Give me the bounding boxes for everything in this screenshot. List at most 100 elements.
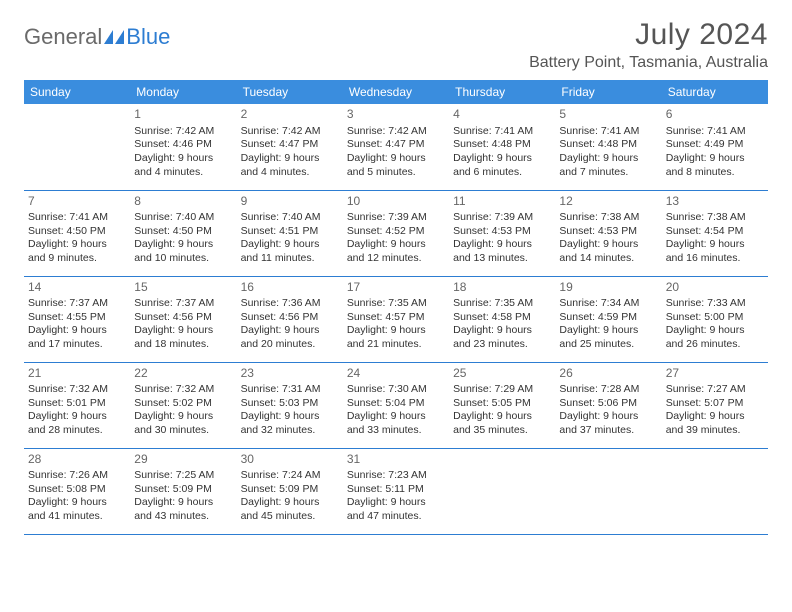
daylight-line: Daylight: 9 hours and 17 minutes. xyxy=(28,324,126,351)
calendar-day-cell xyxy=(662,448,768,534)
calendar-day-cell: 20Sunrise: 7:33 AMSunset: 5:00 PMDayligh… xyxy=(662,276,768,362)
sunset-line: Sunset: 4:48 PM xyxy=(559,138,657,152)
calendar-day-cell: 2Sunrise: 7:42 AMSunset: 4:47 PMDaylight… xyxy=(237,104,343,190)
sunset-line: Sunset: 4:47 PM xyxy=(241,138,339,152)
day-number: 16 xyxy=(241,280,339,296)
sunset-line: Sunset: 4:59 PM xyxy=(559,311,657,325)
calendar-day-cell: 21Sunrise: 7:32 AMSunset: 5:01 PMDayligh… xyxy=(24,362,130,448)
calendar-day-cell: 19Sunrise: 7:34 AMSunset: 4:59 PMDayligh… xyxy=(555,276,661,362)
calendar-day-cell: 14Sunrise: 7:37 AMSunset: 4:55 PMDayligh… xyxy=(24,276,130,362)
daylight-line: Daylight: 9 hours and 18 minutes. xyxy=(134,324,232,351)
sunrise-line: Sunrise: 7:41 AM xyxy=(559,125,657,139)
daylight-line: Daylight: 9 hours and 28 minutes. xyxy=(28,410,126,437)
day-number: 15 xyxy=(134,280,232,296)
day-number: 23 xyxy=(241,366,339,382)
daylight-line: Daylight: 9 hours and 6 minutes. xyxy=(453,152,551,179)
sunset-line: Sunset: 5:11 PM xyxy=(347,483,445,497)
day-number: 6 xyxy=(666,107,764,123)
day-number: 29 xyxy=(134,452,232,468)
calendar-day-cell: 24Sunrise: 7:30 AMSunset: 5:04 PMDayligh… xyxy=(343,362,449,448)
calendar-day-cell xyxy=(449,448,555,534)
sunrise-line: Sunrise: 7:24 AM xyxy=(241,469,339,483)
weekday-header: Saturday xyxy=(662,80,768,104)
day-number: 7 xyxy=(28,194,126,210)
brand-part2: Blue xyxy=(126,24,170,50)
sunset-line: Sunset: 4:54 PM xyxy=(666,225,764,239)
sunrise-line: Sunrise: 7:34 AM xyxy=(559,297,657,311)
calendar-day-cell: 26Sunrise: 7:28 AMSunset: 5:06 PMDayligh… xyxy=(555,362,661,448)
daylight-line: Daylight: 9 hours and 10 minutes. xyxy=(134,238,232,265)
daylight-line: Daylight: 9 hours and 16 minutes. xyxy=(666,238,764,265)
calendar-week-row: 7Sunrise: 7:41 AMSunset: 4:50 PMDaylight… xyxy=(24,190,768,276)
day-number: 2 xyxy=(241,107,339,123)
day-number: 12 xyxy=(559,194,657,210)
day-number: 24 xyxy=(347,366,445,382)
daylight-line: Daylight: 9 hours and 9 minutes. xyxy=(28,238,126,265)
calendar-day-cell: 28Sunrise: 7:26 AMSunset: 5:08 PMDayligh… xyxy=(24,448,130,534)
day-number: 8 xyxy=(134,194,232,210)
sunrise-line: Sunrise: 7:30 AM xyxy=(347,383,445,397)
calendar-body: 1Sunrise: 7:42 AMSunset: 4:46 PMDaylight… xyxy=(24,104,768,534)
sunset-line: Sunset: 4:47 PM xyxy=(347,138,445,152)
calendar-day-cell: 31Sunrise: 7:23 AMSunset: 5:11 PMDayligh… xyxy=(343,448,449,534)
calendar-day-cell: 8Sunrise: 7:40 AMSunset: 4:50 PMDaylight… xyxy=(130,190,236,276)
sunset-line: Sunset: 5:07 PM xyxy=(666,397,764,411)
sunrise-line: Sunrise: 7:32 AM xyxy=(134,383,232,397)
sunset-line: Sunset: 5:00 PM xyxy=(666,311,764,325)
calendar-day-cell: 5Sunrise: 7:41 AMSunset: 4:48 PMDaylight… xyxy=(555,104,661,190)
day-number: 17 xyxy=(347,280,445,296)
calendar-day-cell: 7Sunrise: 7:41 AMSunset: 4:50 PMDaylight… xyxy=(24,190,130,276)
weekday-header: Thursday xyxy=(449,80,555,104)
sunrise-line: Sunrise: 7:40 AM xyxy=(134,211,232,225)
calendar-day-cell: 23Sunrise: 7:31 AMSunset: 5:03 PMDayligh… xyxy=(237,362,343,448)
sunrise-line: Sunrise: 7:35 AM xyxy=(347,297,445,311)
day-number: 4 xyxy=(453,107,551,123)
sunset-line: Sunset: 5:01 PM xyxy=(28,397,126,411)
sunrise-line: Sunrise: 7:31 AM xyxy=(241,383,339,397)
calendar-day-cell: 27Sunrise: 7:27 AMSunset: 5:07 PMDayligh… xyxy=(662,362,768,448)
daylight-line: Daylight: 9 hours and 12 minutes. xyxy=(347,238,445,265)
calendar-day-cell xyxy=(24,104,130,190)
calendar-day-cell: 30Sunrise: 7:24 AMSunset: 5:09 PMDayligh… xyxy=(237,448,343,534)
sunrise-line: Sunrise: 7:36 AM xyxy=(241,297,339,311)
sunrise-line: Sunrise: 7:33 AM xyxy=(666,297,764,311)
sunset-line: Sunset: 5:04 PM xyxy=(347,397,445,411)
page-header: General Blue July 2024 Battery Point, Ta… xyxy=(24,18,768,72)
weekday-header: Monday xyxy=(130,80,236,104)
sunset-line: Sunset: 4:53 PM xyxy=(453,225,551,239)
sunset-line: Sunset: 4:56 PM xyxy=(241,311,339,325)
daylight-line: Daylight: 9 hours and 47 minutes. xyxy=(347,496,445,523)
brand-part1: General xyxy=(24,24,102,50)
sunrise-line: Sunrise: 7:25 AM xyxy=(134,469,232,483)
daylight-line: Daylight: 9 hours and 35 minutes. xyxy=(453,410,551,437)
sunrise-line: Sunrise: 7:39 AM xyxy=(347,211,445,225)
weekday-header: Sunday xyxy=(24,80,130,104)
calendar-week-row: 14Sunrise: 7:37 AMSunset: 4:55 PMDayligh… xyxy=(24,276,768,362)
sunset-line: Sunset: 5:08 PM xyxy=(28,483,126,497)
day-number: 31 xyxy=(347,452,445,468)
location-subtitle: Battery Point, Tasmania, Australia xyxy=(529,54,768,72)
day-number: 21 xyxy=(28,366,126,382)
calendar-day-cell: 4 Sunrise: 7:41 AMSunset: 4:48 PMDaylight… xyxy=(449,104,555,190)
day-number: 18 xyxy=(453,280,551,296)
daylight-line: Daylight: 9 hours and 41 minutes. xyxy=(28,496,126,523)
calendar-day-cell: 15Sunrise: 7:37 AMSunset: 4:56 PMDayligh… xyxy=(130,276,236,362)
sunset-line: Sunset: 4:46 PM xyxy=(134,138,232,152)
sunrise-line: Sunrise: 7:37 AM xyxy=(28,297,126,311)
sunrise-line: Sunrise: 7:38 AM xyxy=(666,211,764,225)
sunrise-line: Sunrise: 7:42 AM xyxy=(134,125,232,139)
day-number: 27 xyxy=(666,366,764,382)
sunset-line: Sunset: 4:48 PM xyxy=(453,138,551,152)
sunrise-line: Sunrise: 7:41 AM xyxy=(453,125,551,139)
sunrise-line: Sunrise: 7:27 AM xyxy=(666,383,764,397)
sunrise-line: Sunrise: 7:39 AM xyxy=(453,211,551,225)
calendar-day-cell: 6Sunrise: 7:41 AMSunset: 4:49 PMDaylight… xyxy=(662,104,768,190)
sunrise-line: Sunrise: 7:41 AM xyxy=(28,211,126,225)
day-number: 22 xyxy=(134,366,232,382)
day-number: 19 xyxy=(559,280,657,296)
sunrise-line: Sunrise: 7:42 AM xyxy=(241,125,339,139)
sunset-line: Sunset: 5:09 PM xyxy=(134,483,232,497)
brand-sail-icon xyxy=(104,30,124,44)
sunset-line: Sunset: 4:52 PM xyxy=(347,225,445,239)
sunset-line: Sunset: 5:03 PM xyxy=(241,397,339,411)
